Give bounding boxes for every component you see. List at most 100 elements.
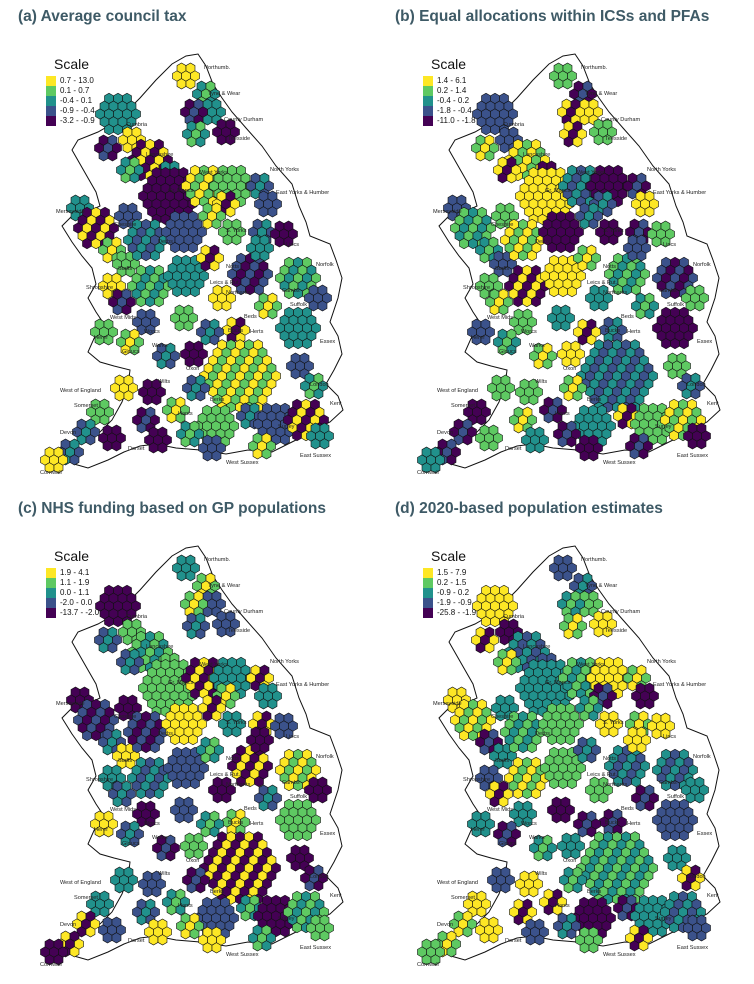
region-label: Cheshire — [114, 222, 136, 228]
area-hex — [587, 580, 597, 592]
legend: Scale 1.5 - 7.9 0.2 - 1.5 -0.9 - 0.2 -1.… — [423, 548, 476, 618]
region-hex-group — [196, 736, 224, 764]
region-hex-group — [559, 866, 587, 894]
region-label: Norfolk — [693, 262, 711, 268]
region-label: Cambs — [282, 780, 300, 786]
panel-d: (d) 2020-based population estimates Nort… — [377, 492, 754, 984]
area-hex — [170, 842, 180, 854]
area-hex — [576, 762, 586, 774]
region-label: Herts — [627, 821, 641, 827]
region-label: Northumb. — [581, 65, 608, 71]
region-hex-group — [683, 914, 711, 942]
area-hex — [489, 634, 499, 646]
region-hex-group — [198, 926, 226, 954]
area-hex — [577, 874, 587, 886]
area-hex — [511, 336, 521, 348]
region-label: Beds — [244, 314, 257, 320]
area-hex — [271, 862, 281, 874]
region-label: Heref — [471, 335, 485, 341]
area-hex — [266, 932, 276, 944]
area-hex — [134, 828, 144, 840]
area-hex — [557, 404, 567, 416]
area-hex — [200, 874, 210, 886]
region-label: Worcs — [144, 821, 160, 827]
legend-swatch — [46, 608, 56, 618]
region-hex-group — [557, 832, 585, 860]
region-hex-group — [647, 712, 675, 740]
region-label: Bucks — [605, 328, 620, 334]
region-hex-group — [300, 372, 328, 400]
area-hex — [216, 106, 226, 118]
area-hex — [200, 128, 210, 140]
region-hex-group — [161, 702, 207, 746]
area-hex — [485, 326, 495, 338]
region-label: Cambs — [659, 288, 677, 294]
area-hex — [509, 702, 519, 714]
region-label: Merseyside — [56, 701, 85, 707]
region-label: Somerset — [451, 403, 475, 409]
region-label: Dorset — [505, 446, 522, 452]
region-hex-group — [163, 254, 209, 298]
region-hex-group — [94, 134, 122, 162]
region-label: Gr. Mancs — [168, 680, 194, 686]
region-label: Lancashire — [523, 644, 550, 650]
region-hex-group — [493, 648, 521, 676]
region-label: Derbs — [158, 239, 173, 245]
region-hex-group — [625, 432, 653, 460]
area-hex — [200, 620, 210, 632]
area-hex — [607, 198, 617, 210]
region-hex-group — [553, 420, 581, 448]
region-label: Essex — [320, 831, 335, 837]
region-label: East Sussex — [300, 453, 331, 459]
region-label: Lincs — [663, 734, 676, 740]
region-hex-group — [196, 244, 224, 272]
area-hex — [226, 292, 236, 304]
area-hex — [607, 690, 617, 702]
region-hex-group — [270, 712, 298, 740]
region-hex-group — [254, 784, 282, 812]
region-hex-group — [182, 120, 210, 148]
area-hex — [643, 440, 653, 452]
area-hex — [230, 126, 240, 138]
region-hex-group — [467, 318, 495, 346]
area-hex — [557, 896, 567, 908]
panel-c: (c) NHS funding based on GP populations … — [0, 492, 377, 984]
legend-swatch — [423, 568, 433, 578]
area-hex — [665, 228, 675, 240]
region-label: Devon — [60, 430, 76, 436]
area-hex — [194, 920, 204, 932]
region-hex-group — [631, 784, 659, 812]
region-hex-group — [162, 396, 190, 424]
region-label: Essex — [697, 831, 712, 837]
area-hex — [508, 108, 518, 120]
area-hex — [641, 242, 651, 254]
area-hex — [511, 164, 521, 176]
region-hex-group — [681, 284, 709, 312]
legend-label: -0.4 - 0.2 — [437, 96, 470, 105]
area-hex — [508, 600, 518, 612]
region-label: Hants — [178, 411, 193, 417]
region-hex-group — [138, 378, 166, 406]
region-hex-group — [192, 80, 220, 108]
region-hex-group — [132, 800, 160, 828]
area-hex — [641, 672, 651, 684]
region-hex-group — [631, 190, 659, 218]
region-hex-group — [218, 218, 246, 246]
region-label: Shropshire — [86, 285, 113, 291]
legend-label: -1.8 - -0.4 — [437, 106, 472, 115]
area-hex — [695, 380, 705, 392]
region-hex-group — [585, 776, 613, 804]
area-hex — [230, 618, 240, 630]
region-label: Cambs — [659, 780, 677, 786]
region-label: Hants — [178, 903, 193, 909]
region-hex-group — [677, 864, 705, 892]
region-label: Norfolk — [693, 754, 711, 760]
region-label: Hants — [555, 903, 570, 909]
area-hex — [116, 280, 126, 292]
region-hex-group — [72, 910, 100, 938]
region-hex-group — [98, 272, 126, 300]
area-hex — [132, 210, 142, 222]
region-label: County Durham — [224, 117, 264, 123]
region-hex-group — [161, 210, 207, 254]
legend-item: 1.4 - 6.1 — [423, 76, 476, 86]
